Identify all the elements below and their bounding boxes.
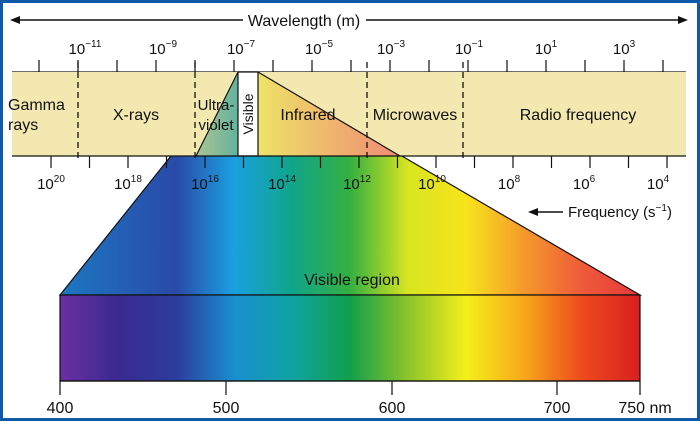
nm-tick-label-700: 700 — [544, 400, 571, 417]
wavelength-tick-label: 10−9 — [149, 39, 178, 58]
wavelength-tick-label: 10−1 — [455, 39, 484, 58]
frequency-tick-label: 1020 — [37, 174, 65, 193]
wavelength-tick-labels: 10−11 10−9 10−7 10−5 10−3 10−1 101 103 — [69, 39, 636, 58]
frequency-tick-label: 1018 — [114, 174, 142, 193]
visible-region-title: Visible region — [304, 272, 400, 289]
wavelength-arrow-right-head — [678, 16, 688, 24]
frequency-tick-label: 1014 — [268, 174, 296, 193]
region-dividers — [77, 62, 464, 160]
cone-edge-left — [195, 71, 239, 157]
label-uv-line1: Ultra- — [198, 97, 235, 114]
frequency-axis-ticks — [50, 156, 668, 168]
frequency-arrow-head — [528, 208, 538, 216]
frequency-tick-label: 1010 — [418, 174, 446, 193]
nm-tick-label-500: 500 — [213, 400, 240, 417]
wavelength-axis-ticks — [38, 60, 664, 72]
frequency-tick-label: 1012 — [343, 174, 371, 193]
frequency-axis-title: Frequency (s−1) — [568, 203, 672, 221]
label-uv-line2: violet — [198, 117, 234, 134]
label-gamma-line1: Gamma — [8, 97, 65, 114]
cone-edge-right — [257, 71, 401, 157]
label-infrared: Infrared — [280, 107, 335, 124]
wavelength-axis-title: Wavelength (m) — [248, 13, 360, 30]
frequency-tick-label: 104 — [647, 174, 670, 193]
label-xrays: X-rays — [113, 107, 159, 124]
label-radio: Radio frequency — [520, 107, 637, 124]
frequency-tick-label: 1016 — [191, 174, 219, 193]
frequency-tick-label: 108 — [498, 174, 521, 193]
nm-axis-ticks — [59, 381, 641, 395]
nm-tick-label-600: 600 — [379, 400, 406, 417]
visible-spectrum-bar — [59, 294, 641, 382]
label-gamma-line2: rays — [8, 117, 38, 134]
nm-tick-label-400: 400 — [47, 400, 74, 417]
wavelength-tick-label: 10−7 — [227, 39, 256, 58]
label-microwaves: Microwaves — [373, 107, 457, 124]
label-visible: Visible — [240, 93, 256, 134]
frequency-tick-label: 106 — [573, 174, 596, 193]
wavelength-tick-label: 10−11 — [69, 39, 102, 58]
wavelength-tick-label: 10−3 — [377, 39, 406, 58]
wavelength-tick-label: 10−5 — [305, 39, 334, 58]
nm-tick-label-750: 750 nm — [618, 400, 671, 417]
frequency-tick-labels: 1020 1018 1016 1014 1012 1010 108 106 10… — [37, 174, 669, 193]
wavelength-tick-label: 103 — [613, 39, 636, 58]
wavelength-tick-label: 101 — [535, 39, 558, 58]
wavelength-arrow-left-head — [10, 16, 20, 24]
